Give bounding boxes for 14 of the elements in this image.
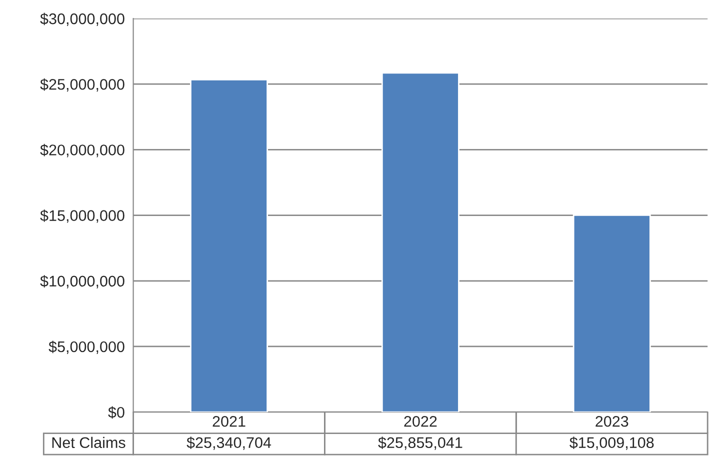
y-tick-label: $15,000,000 (40, 210, 124, 223)
y-tick-label: $5,000,000 (48, 340, 124, 354)
x-tick-label: 2022 (404, 416, 437, 427)
y-tick-label: $25,000,000 (40, 78, 124, 92)
y-tick-label: $0 (108, 406, 124, 419)
text: Net Claims (52, 436, 126, 448)
x-tick-label: 2023 (596, 416, 628, 427)
y-tick-label: $10,000,000 (40, 275, 124, 288)
data-label: $25,855,041 (378, 436, 462, 450)
y-tick-label: $20,000,000 (40, 144, 124, 158)
y-tick-label: $30,000,000 (40, 12, 124, 26)
x-tick-label: 2021 (212, 416, 246, 427)
data-label: $15,009,108 (570, 436, 654, 450)
data-label: $25,340,704 (186, 436, 272, 450)
